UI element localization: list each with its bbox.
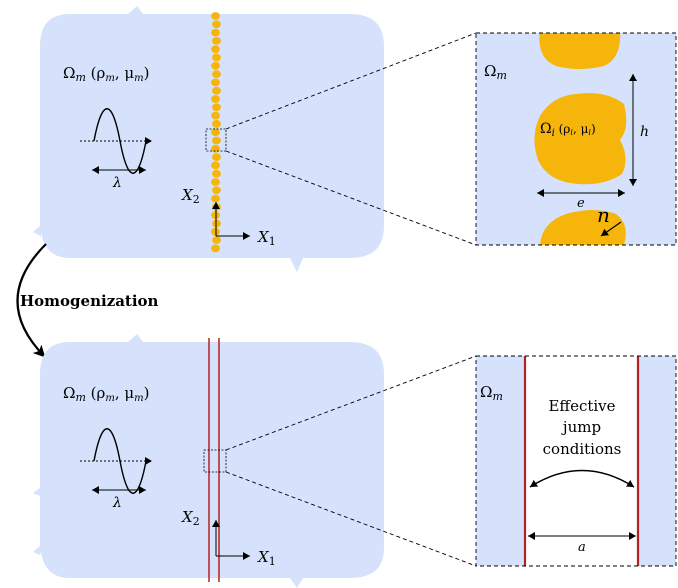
inclusion-dot <box>211 45 220 54</box>
inclusion-dot <box>212 53 221 62</box>
top-wavelength-label: λ <box>112 175 122 191</box>
normal-vector <box>600 221 622 237</box>
normal-label: n <box>597 203 610 227</box>
inclusion-center <box>534 93 627 185</box>
width-label: a <box>578 540 586 555</box>
bottom-zoom-inset: Ωm Effective jump conditions a <box>475 355 677 567</box>
inclusion-dot <box>212 37 221 45</box>
bottom-zoom-ray-lower <box>225 471 477 567</box>
effective-line-2: jump <box>561 418 601 436</box>
inclusion-dot <box>211 194 220 203</box>
inclusion-upper <box>539 33 621 69</box>
inclusion-dot <box>211 95 220 103</box>
thickness-label: e <box>577 196 585 211</box>
homogenization-arrow: Homogenization <box>16 243 159 358</box>
top-panel: Ωm (ρm, μm) λ X2 X1 <box>33 6 677 272</box>
zoom-medium-left <box>476 356 526 566</box>
inclusion-dot <box>212 120 221 128</box>
inclusion-dot <box>212 70 221 78</box>
inclusion-dot <box>212 186 221 195</box>
inclusion-dot <box>211 128 220 137</box>
inclusion-dot <box>211 161 220 170</box>
bottom-wavelength-label: λ <box>112 495 122 511</box>
inclusion-dot <box>211 178 220 186</box>
top-axis-x2-label: X2 <box>181 186 200 206</box>
top-axes: X2 X1 <box>181 186 276 248</box>
inclusion-dot <box>212 20 221 29</box>
inclusion-dot <box>212 236 221 245</box>
inclusion-dot <box>211 61 220 70</box>
bottom-axes: X2 X1 <box>181 508 276 568</box>
effective-line-3: conditions <box>543 440 622 458</box>
inclusion-dot <box>212 103 221 112</box>
top-medium-region <box>33 6 384 272</box>
height-label: h <box>640 124 649 140</box>
inclusion-dot <box>212 169 221 178</box>
inclusion-dot <box>212 136 221 145</box>
bottom-axis-x2-label: X2 <box>181 508 200 528</box>
bottom-zoom-box <box>203 449 227 473</box>
top-zoom-ray-upper <box>225 32 477 130</box>
top-medium-label: Ωm (ρm, μm) <box>63 64 149 84</box>
inclusion-dot <box>211 144 220 153</box>
inclusion-dot <box>211 28 220 37</box>
jump-condition-arc <box>529 469 635 488</box>
top-axis-x1-label: X1 <box>257 228 276 248</box>
inclusion-dot <box>211 78 220 87</box>
inclusion-label: Ωi (ρi, μi) <box>540 121 596 139</box>
inclusion-dot <box>211 12 220 20</box>
homogenization-label: Homogenization <box>20 292 159 310</box>
zoom-medium-right <box>638 356 676 566</box>
top-zoom-inset: Ωm Ωi (ρi, μi) h e n <box>475 32 677 246</box>
bottom-axis-x1-label: X1 <box>257 548 276 568</box>
bottom-medium-label: Ωm (ρm, μm) <box>63 384 149 404</box>
inclusion-dot <box>211 244 220 253</box>
bottom-zoom-ray-upper <box>225 355 477 451</box>
zoom-interface-layer <box>526 356 638 566</box>
bottom-zoom-medium-label: Ωm <box>480 383 503 403</box>
top-zoom-medium-label: Ωm <box>484 62 507 82</box>
inclusion-lower <box>540 210 626 245</box>
effective-line-1: Effective <box>548 397 615 415</box>
inclusion-dot <box>211 111 220 120</box>
top-incident-wave: λ <box>80 108 152 191</box>
inclusion-dot <box>212 153 221 162</box>
inclusion-dot <box>212 86 221 95</box>
bottom-panel: Ωm (ρm, μm) λ X2 X1 Ωm Effective ju <box>33 334 677 588</box>
top-zoom-ray-lower <box>225 150 477 246</box>
bottom-incident-wave: λ <box>80 428 152 511</box>
